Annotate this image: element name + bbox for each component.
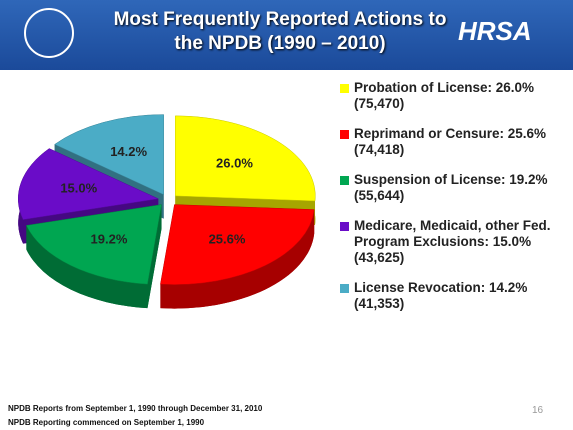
page-number: 16	[532, 405, 544, 416]
legend-label: Reprimand or Censure: 25.6% (74,418)	[354, 126, 547, 157]
legend-swatch	[340, 222, 349, 231]
pie-chart: 14.2% 26.0% 15.0% 25.6% 19.2%	[17, 114, 316, 309]
legend-swatch	[340, 176, 349, 185]
legend-label: Probation of License: 26.0% (75,470)	[354, 80, 535, 111]
legend-swatch	[340, 84, 349, 93]
data-label: 15.0%	[60, 181, 97, 196]
slice-side	[160, 209, 315, 309]
pie-slice	[26, 204, 162, 285]
data-label: 19.2%	[91, 231, 128, 246]
hrsa-logo: HRSA	[458, 16, 532, 46]
legend-label: License Revocation: 14.2% (41,353)	[354, 280, 528, 311]
legend-swatch	[340, 130, 349, 139]
hhs-logo	[24, 8, 74, 58]
footnote: NPDB Reports from September 1, 1990 thro…	[8, 404, 263, 413]
legend-swatch	[340, 284, 349, 293]
slice: 19.2%	[26, 204, 162, 309]
data-label: 25.6%	[209, 231, 246, 246]
pie-slice	[17, 148, 160, 220]
legend-label: Suspension of License: 19.2% (55,644)	[354, 172, 548, 203]
header: Most Frequently Reported Actions to the …	[0, 0, 573, 70]
slice: 25.6%	[160, 204, 315, 309]
footnote: NPDB Reporting commenced on September 1,…	[8, 418, 205, 427]
legend-item: Reprimand or Censure: 25.6% (74,418)	[340, 126, 568, 158]
legend-item: Probation of License: 26.0% (75,470)	[340, 80, 568, 112]
pie-slice	[54, 114, 164, 195]
legend-item: Medicare, Medicaid, other Fed. Program E…	[340, 218, 568, 266]
legend: Probation of License: 26.0% (75,470) Repr…	[340, 80, 568, 326]
legend-item: License Revocation: 14.2% (41,353)	[340, 280, 568, 312]
slice-side	[26, 225, 148, 309]
slice-wall	[147, 204, 162, 309]
chart-title: Most Frequently Reported Actions to the …	[113, 9, 447, 54]
data-label: 14.2%	[110, 144, 147, 159]
legend-item: Suspension of License: 19.2% (55,644)	[340, 172, 568, 204]
legend-label: Medicare, Medicaid, other Fed. Program E…	[354, 218, 551, 265]
pie-slice	[175, 115, 316, 202]
pie-slice	[160, 204, 315, 285]
data-label: 26.0%	[216, 156, 253, 171]
